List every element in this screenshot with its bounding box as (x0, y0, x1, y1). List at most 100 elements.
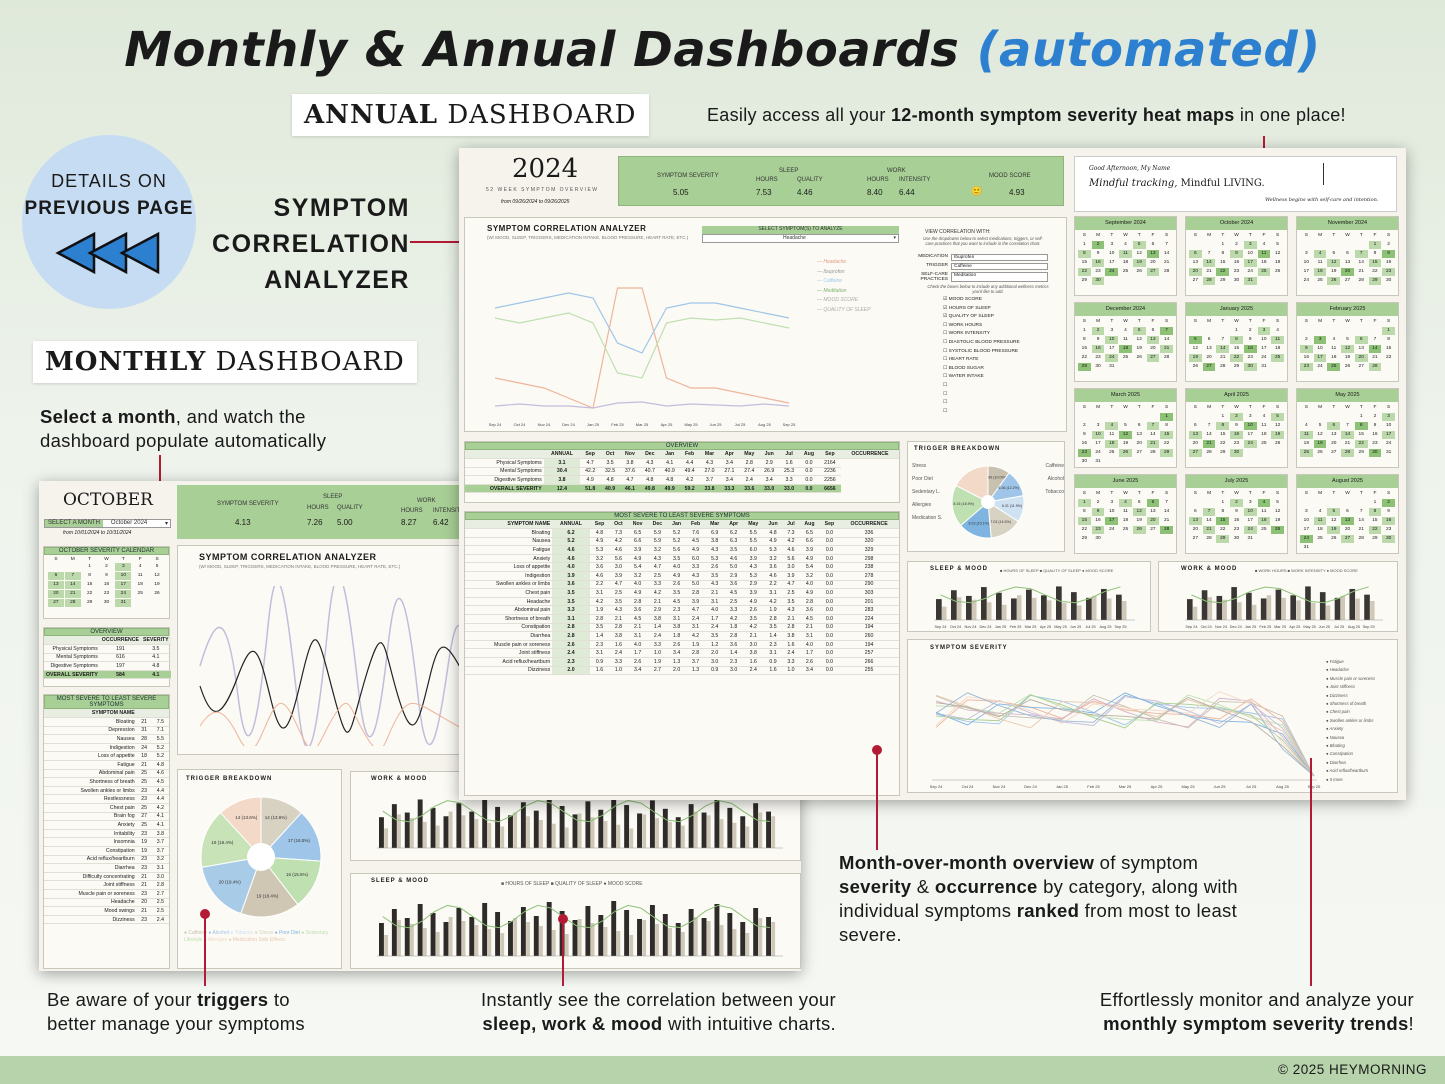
table-cell: 3.5 (724, 545, 744, 555)
checkbox-item[interactable]: ☐ DIASTOLIC BLOOD PRESSURE (943, 339, 1020, 348)
checkbox-item[interactable]: ☑ QUALITY OF SLEEP (943, 313, 1020, 322)
table-cell: 1.0 (647, 648, 668, 658)
calendar-day: 16 (1091, 345, 1105, 353)
bar (461, 815, 466, 848)
calendar-day: 13 (1189, 431, 1202, 439)
table-cell: 2.5 (647, 571, 668, 581)
calendar-day: 20 (1146, 517, 1160, 525)
mood-line (1191, 586, 1369, 604)
monthly-sleep-mood-chart: SLEEP & MOOD ■ HOURS OF SLEEP ■ QUALITY … (350, 873, 801, 969)
checkbox-item[interactable]: ☐ WATER INTAKE (943, 373, 1020, 382)
checkbox-item[interactable]: ☐ (943, 382, 1020, 391)
month-select[interactable]: SELECT A MONTH October 2024 ▾ (44, 519, 171, 528)
empty-cell (1314, 327, 1327, 335)
table-cell: Jan (667, 520, 686, 530)
weekday-label: M (1096, 319, 1101, 324)
calendar-day: 23 (1247, 355, 1253, 360)
trigger-select[interactable]: Caffeine (951, 263, 1048, 270)
table-cell: 3.6 (799, 605, 820, 616)
table-cell: 5.0 (724, 562, 744, 573)
weekday-label: T (88, 557, 92, 562)
calendar-day: 16 (1382, 517, 1395, 525)
bar (577, 813, 582, 848)
bar (539, 820, 543, 848)
table-header: ANNUAL Sep Oct Nov Dec Jan Feb Mar Apr May Jun Jul A… (465, 450, 899, 460)
table-cell: 5.2 (667, 528, 686, 538)
selfcare-select[interactable]: Meditation (951, 272, 1048, 282)
calendar-day: 18 (1122, 518, 1129, 523)
table-cell: 2.8 (552, 623, 590, 633)
weekday-label: S (1165, 319, 1169, 324)
table-cell: 18 (136, 751, 152, 762)
table-cell (151, 709, 169, 719)
checkbox-item[interactable]: ☐ SYSTOLIC BLOOD PRESSURE (943, 348, 1020, 357)
bar (1349, 588, 1356, 620)
calendar-day: 10 (115, 572, 132, 580)
checkbox-label: MOOD SCORE (948, 297, 982, 302)
table-cell: 2.8 (609, 623, 628, 633)
table-cell: 2.4 (743, 666, 764, 676)
calendar-day: 31 (1109, 364, 1115, 369)
weekday-label: W (1234, 319, 1239, 324)
checkbox-item[interactable]: ☐ BLOOD SUGAR (943, 365, 1020, 374)
calendar-day: 6 (1327, 422, 1341, 430)
calendar-grid: S M T W T F S 1 2 3 4 5 6 7 8 9 10 11 12 13 14 15 16 17 18 19 20 21… (1297, 316, 1398, 373)
bar (1275, 589, 1282, 620)
table-cell: 3.3 (647, 640, 668, 650)
calendar-day: 29 (1368, 277, 1382, 285)
series-line (494, 312, 790, 379)
x-tick-label: Jun 25 (1070, 625, 1081, 629)
trigger-pointer-line (204, 914, 206, 986)
calendar-day: 27 (1192, 536, 1199, 541)
calendar-day: 15 (1385, 346, 1392, 351)
calendar-day: 19 (1271, 431, 1284, 439)
legend-entry: Alcohol (1047, 476, 1064, 482)
calendar-day: 3 (1110, 500, 1114, 505)
month-calendar: November 2024 S M T W T F S 1 2 3 4 5 6 7 8 9 10 11 12 13 14 1… (1296, 216, 1399, 296)
severity-line (935, 694, 1315, 777)
legend-entry: — QUALITY OF SLEEP (817, 306, 871, 313)
calendar-day: 1 (1221, 242, 1225, 247)
calendar-day: 25 (137, 591, 143, 596)
details-badge[interactable]: DETAILS ON PREVIOUS PAGE (22, 135, 196, 309)
bar (714, 904, 720, 956)
table-cell: 7.1 (151, 726, 169, 736)
empty-cell (1203, 241, 1216, 249)
checkbox-item[interactable]: ☑ HOURS OF SLEEP (943, 305, 1020, 314)
bar (680, 825, 685, 848)
table-cell: 25 (136, 769, 152, 779)
checkbox-item[interactable]: ☐ HEART RATE (943, 356, 1020, 365)
checkbox-item[interactable]: ☐ (943, 399, 1020, 408)
calendar-day: 8 (1216, 422, 1230, 430)
table-cell: 0.0 (819, 588, 840, 598)
bar (508, 921, 513, 956)
weekday-label: T (1359, 319, 1363, 324)
table-cell: 5.3 (763, 545, 783, 555)
calendar-day: 22 (1368, 526, 1382, 534)
bar (727, 807, 733, 848)
checkbox-icon: ☑ (943, 305, 949, 311)
footer-bar (0, 1056, 1445, 1084)
symptom-select[interactable]: Headache ▾ (702, 234, 899, 243)
table-cell: 3.4 (719, 458, 740, 468)
table-cell: 49.8 (639, 484, 660, 494)
calendar-day: 13 (48, 581, 64, 589)
checkbox-item[interactable]: ☐ (943, 391, 1020, 400)
checkbox-item[interactable]: ☐ WORK INTENSITY (943, 330, 1020, 339)
table-cell: 5.9 (647, 537, 668, 547)
table-cell: 12.4 (543, 484, 581, 494)
table-cell: 3.2 (627, 571, 648, 581)
checkbox-item[interactable]: ☑ MOOD SCORE (943, 296, 1020, 305)
table-cell: 3.8 (620, 458, 640, 468)
medication-select[interactable]: Ibuprofen (951, 254, 1048, 261)
table-cell: 5.6 (782, 554, 800, 564)
table-cell: 2.4 (685, 614, 706, 624)
table-cell: Fatigue (44, 760, 137, 770)
weekday-label: M (1207, 233, 1212, 238)
table-cell: 2.1 (782, 614, 800, 624)
checkbox-item[interactable]: ☐ WORK HOURS (943, 322, 1020, 331)
annual-metrics-banner: SYMPTOM SEVERITY 5.05 SLEEP HOURS QUALIT… (618, 156, 1064, 206)
calendar-day: 31 (1385, 450, 1392, 455)
table-cell: 4.8 (151, 760, 169, 770)
checkbox-item[interactable]: ☐ (943, 408, 1020, 417)
